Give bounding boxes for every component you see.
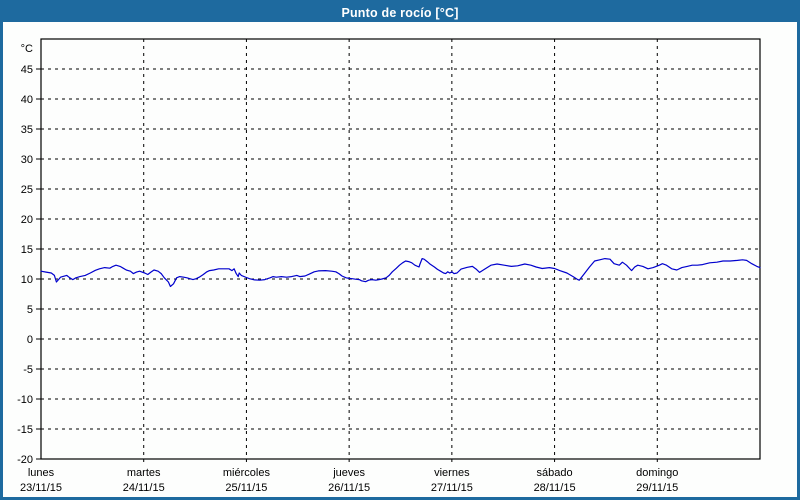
dew-point-line-chart: 45 40 35 30 25 20 15 10 5 0 -5 -10 -15 -20 °C lunes 23/1… xyxy=(17,38,761,494)
x-date-label: 29/11/15 xyxy=(636,482,678,494)
series-line xyxy=(40,258,761,288)
chart-title: Punto de rocío [°C] xyxy=(341,5,459,20)
y-tick-label: 30 xyxy=(21,154,33,166)
x-date-label: 25/11/15 xyxy=(225,482,267,494)
x-day-label: viernes xyxy=(434,467,470,479)
x-date-label: 28/11/15 xyxy=(534,482,576,494)
x-date-label: 27/11/15 xyxy=(431,482,473,494)
x-day-label: miércoles xyxy=(223,467,271,479)
y-tick-label: 5 xyxy=(27,304,33,316)
x-date-label: 23/11/15 xyxy=(20,482,62,494)
x-date-label: 24/11/15 xyxy=(123,482,165,494)
y-tick-label: 20 xyxy=(21,214,33,226)
y-unit-label: °C xyxy=(21,43,33,55)
y-tick-label: 35 xyxy=(21,124,33,136)
y-tick-label: 15 xyxy=(21,244,33,256)
y-tick-label: -5 xyxy=(23,364,33,376)
y-tick-label: 40 xyxy=(21,94,33,106)
x-day-label: lunes xyxy=(28,467,55,479)
x-day-label: sábado xyxy=(537,467,573,479)
x-day-label: jueves xyxy=(332,467,365,479)
chart-area: 45 40 35 30 25 20 15 10 5 0 -5 -10 -15 -20 °C lunes 23/1… xyxy=(3,22,797,497)
plot-border xyxy=(40,38,761,460)
y-tick-label: 45 xyxy=(21,64,33,76)
x-date-label: 26/11/15 xyxy=(328,482,370,494)
y-tick-label: -15 xyxy=(17,424,33,436)
y-tick-label: 10 xyxy=(21,274,33,286)
y-tick-label: -10 xyxy=(17,394,33,406)
y-tick-label: -20 xyxy=(17,454,33,466)
y-tick-label: 25 xyxy=(21,184,33,196)
y-tick-label: 0 xyxy=(27,334,33,346)
chart-titlebar: Punto de rocío [°C] xyxy=(3,3,797,22)
x-day-label: martes xyxy=(127,467,161,479)
x-day-label: domingo xyxy=(636,467,678,479)
